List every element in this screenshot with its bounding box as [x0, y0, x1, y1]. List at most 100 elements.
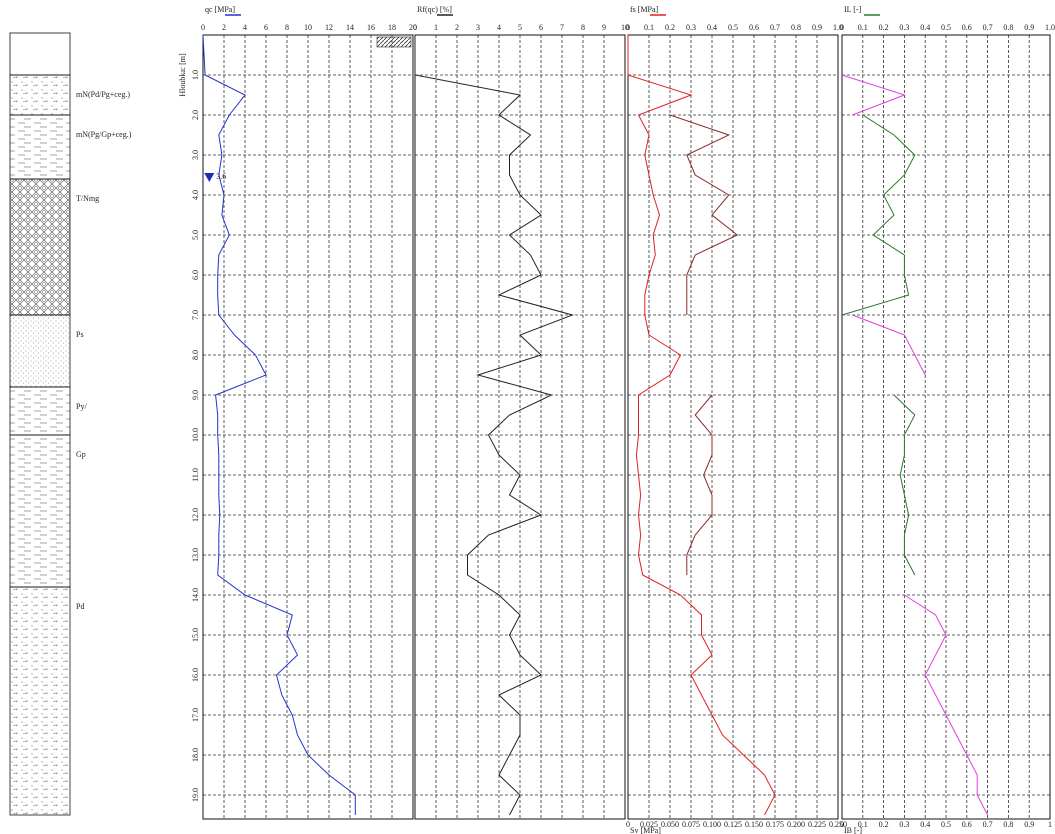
x-tick-label: 0.8	[1003, 23, 1013, 32]
water-level-marker	[204, 173, 214, 182]
y-tick-label: 17.0	[191, 708, 200, 722]
x-tick-label: 7	[560, 23, 564, 32]
x-tick-label: 0	[840, 23, 844, 32]
panel: 012345678910Rf(qc) [%]	[413, 5, 629, 819]
data-line	[203, 35, 355, 815]
x2-tick-label: 0.050	[661, 820, 679, 829]
x-tick-label: 2	[455, 23, 459, 32]
x-tick-label: 0	[626, 23, 630, 32]
x2-tick-label: 0.125	[724, 820, 742, 829]
cpt-log: mN(Pd/Pg+ceg.)mN(Pg/Gp+ceg.)T/NmgPsPy/Gp…	[0, 0, 1055, 834]
layer	[10, 387, 70, 435]
y-tick-label: 10.0	[191, 428, 200, 442]
data-line	[670, 115, 737, 315]
x2-tick-label: 0.5	[941, 820, 951, 829]
x-tick-label: 0.5	[728, 23, 738, 32]
layer	[10, 315, 70, 387]
y-tick-label: 8.0	[191, 350, 200, 360]
layer-label: Py/	[76, 402, 87, 411]
y-tick-label: 12.0	[191, 508, 200, 522]
x-tick-label: 6	[539, 23, 543, 32]
x-tick-label: 0.9	[812, 23, 822, 32]
x2-tick-label: 0.9	[1024, 820, 1034, 829]
y-tick-label: 15.0	[191, 628, 200, 642]
axis-title: Rf(qc) [%]	[417, 5, 452, 14]
x-tick-label: 0.5	[941, 23, 951, 32]
axis-title: qc [MPa]	[205, 5, 235, 14]
x-tick-label: 0.2	[665, 23, 675, 32]
x-tick-label: 2	[222, 23, 226, 32]
x-tick-label: 9	[602, 23, 606, 32]
layer	[10, 435, 70, 587]
x-tick-label: 0.6	[962, 23, 972, 32]
y-tick-label: 2.0	[191, 110, 200, 120]
x-tick-label: 3	[476, 23, 480, 32]
x-tick-label: 0.7	[770, 23, 780, 32]
x2-axis-title: Sv [MPa]	[630, 826, 661, 834]
layer-label: mN(Pd/Pg+ceg.)	[76, 90, 130, 99]
y-tick-label: 14.0	[191, 588, 200, 602]
x-tick-label: 0.7	[983, 23, 993, 32]
layer	[10, 179, 70, 315]
x2-tick-label: 0.225	[808, 820, 826, 829]
axis-title: fs [MPa]	[630, 5, 659, 14]
x-tick-label: 0.3	[899, 23, 909, 32]
x2-tick-label: 0.100	[703, 820, 721, 829]
x-tick-label: 0.1	[644, 23, 654, 32]
x2-tick-label: 0.075	[682, 820, 700, 829]
y-tick-label: 11.0	[191, 468, 200, 482]
y-tick-label: 13.0	[191, 548, 200, 562]
y-tick-label: 16.0	[191, 668, 200, 682]
layer-label: mN(Pg/Gp+ceg.)	[76, 130, 132, 139]
x-tick-label: 18	[388, 23, 396, 32]
data-line	[628, 35, 775, 815]
x-tick-label: 5	[518, 23, 522, 32]
data-line	[842, 115, 915, 315]
x-tick-label: 0.2	[879, 23, 889, 32]
axis-title: IL [-]	[844, 5, 862, 14]
layer-label: Ps	[76, 330, 84, 339]
x-tick-label: 14	[346, 23, 354, 32]
layer-label: T/Nmg	[76, 194, 99, 203]
x-tick-label: 0.8	[791, 23, 801, 32]
x-tick-label: 1.0	[1045, 23, 1055, 32]
x2-tick-label: 0.6	[962, 820, 972, 829]
x-tick-label: 8	[581, 23, 585, 32]
x2-tick-label: 0.4	[920, 820, 930, 829]
x2-tick-label: 0.175	[766, 820, 784, 829]
x-tick-label: 6	[264, 23, 268, 32]
x-tick-label: 1	[434, 23, 438, 32]
x2-tick-label: 0.2	[879, 820, 889, 829]
x-tick-label: 0.3	[686, 23, 696, 32]
x-tick-label: 12	[325, 23, 333, 32]
x2-tick-label: 1	[1048, 820, 1052, 829]
layer	[10, 115, 70, 179]
x-tick-label: 0.4	[707, 23, 717, 32]
y-tick-label: 7.0	[191, 310, 200, 320]
x-tick-label: 0.1	[858, 23, 868, 32]
y-tick-label: 5.0	[191, 230, 200, 240]
top-box	[10, 33, 70, 75]
x2-axis-title: IB [-]	[844, 826, 862, 834]
lithology-column: mN(Pd/Pg+ceg.)mN(Pg/Gp+ceg.)T/NmgPsPy/Gp…	[10, 33, 132, 815]
layer	[10, 75, 70, 115]
x2-tick-label: 0.7	[983, 820, 993, 829]
x-tick-label: 4	[497, 23, 501, 32]
x2-tick-label: 0.8	[1003, 820, 1013, 829]
y-tick-label: 18.0	[191, 748, 200, 762]
x-tick-label: 0.4	[920, 23, 930, 32]
x-tick-label: 10	[304, 23, 312, 32]
x2-tick-label: 0.3	[899, 820, 909, 829]
x2-tick-label: 0.150	[745, 820, 763, 829]
x-tick-label: 16	[367, 23, 375, 32]
data-line	[842, 75, 904, 115]
water-level-label: 3.6	[216, 172, 226, 181]
x-tick-label: 8	[285, 23, 289, 32]
data-line	[415, 35, 573, 815]
x-tick-label: 0.9	[1024, 23, 1034, 32]
x2-tick-label: 0.200	[787, 820, 805, 829]
y-tick-label: 9.0	[191, 390, 200, 400]
